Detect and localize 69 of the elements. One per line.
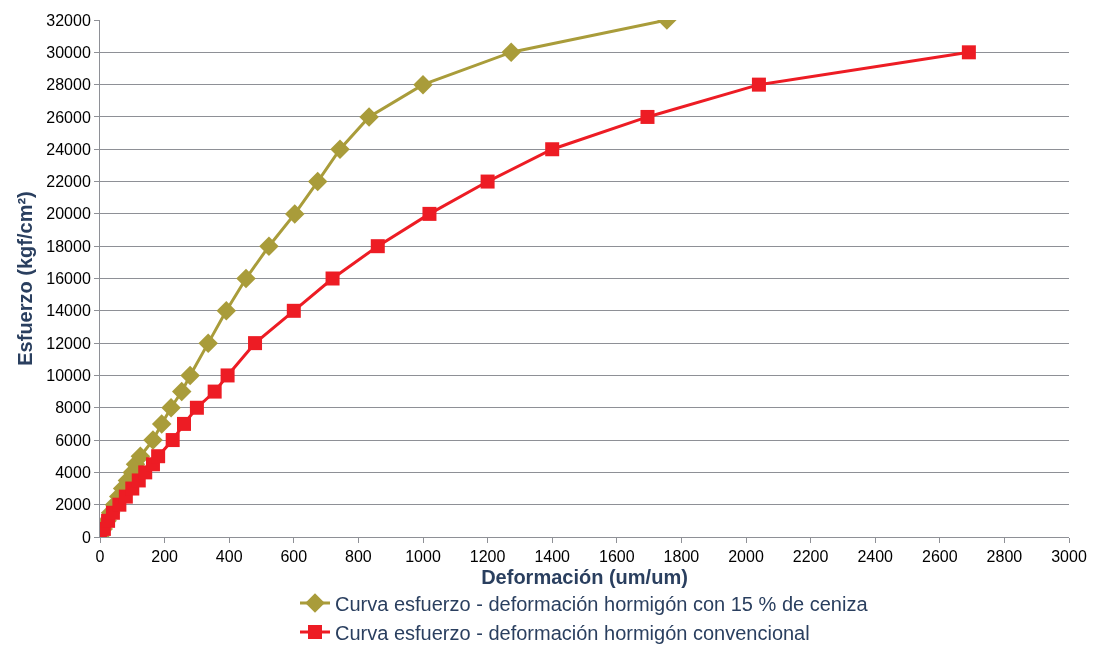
point (359, 107, 379, 127)
y-tick-label: 12000 (46, 334, 91, 352)
y-axis-title: Esfuerzo (kgf/cm²) (13, 191, 36, 366)
y-tick-label: 24000 (46, 140, 91, 158)
y-tick-label: 22000 (46, 173, 91, 191)
legend-label: Curva esfuerzo - deformación hormigón con 15 % de ceniza (335, 592, 869, 615)
point (325, 271, 340, 286)
point (130, 446, 151, 466)
point (220, 368, 235, 383)
x-tick-label: 400 (215, 548, 243, 566)
point (285, 204, 305, 224)
y-tick-label: 32000 (46, 11, 91, 29)
point (640, 109, 655, 124)
y-tick-label: 28000 (46, 76, 91, 94)
x-tick-label: 800 (345, 548, 372, 566)
point (236, 268, 256, 289)
x-tick-label: 1400 (534, 548, 571, 566)
x-tick-label: 2200 (792, 548, 829, 566)
point (207, 384, 222, 399)
y-tick-label: 6000 (55, 431, 91, 449)
point (165, 433, 180, 448)
x-tick-label: 2800 (986, 548, 1023, 566)
y-tick-label: 8000 (55, 399, 91, 417)
point (198, 333, 218, 353)
point (151, 414, 172, 434)
point (480, 174, 495, 189)
legend-label: Curva esfuerzo - deformación hormigón convencional (335, 621, 810, 644)
x-tick-label: 1600 (599, 548, 635, 566)
x-tick-label: 1000 (405, 548, 441, 566)
y-tick-label: 0 (81, 528, 91, 546)
point (501, 42, 521, 63)
point (422, 206, 437, 221)
point (330, 139, 350, 159)
x-tick-label: 600 (280, 548, 308, 566)
point (413, 74, 433, 95)
point (143, 430, 163, 450)
y-tick-label: 18000 (46, 237, 91, 255)
x-tick-label: 2400 (857, 548, 894, 566)
x-tick-label: 1200 (469, 548, 506, 566)
point (286, 303, 301, 318)
y-tick-label: 26000 (46, 108, 91, 126)
y-tick-label: 10000 (46, 367, 91, 385)
point (961, 45, 976, 60)
point (176, 416, 191, 431)
y-tick-label: 30000 (46, 43, 91, 61)
point (161, 398, 181, 418)
y-tick-label: 20000 (46, 205, 91, 223)
y-tick-label: 2000 (55, 496, 91, 514)
point (248, 336, 263, 351)
point (171, 381, 192, 402)
y-tick-label: 16000 (46, 270, 91, 288)
x-tick-label: 2600 (922, 548, 958, 566)
point (751, 77, 766, 92)
x-axis-title: Deformación (um/um) (481, 565, 688, 588)
x-tick-label: 0 (95, 548, 105, 566)
x-tick-label: 200 (151, 548, 179, 566)
y-tick-label: 4000 (55, 463, 91, 481)
y-tick-label: 14000 (46, 302, 91, 320)
x-tick-label: 3000 (1051, 548, 1087, 566)
point (259, 236, 279, 256)
point (307, 171, 328, 192)
x-tick-label: 2000 (728, 548, 764, 566)
point (189, 400, 204, 415)
point (151, 449, 166, 464)
point (180, 365, 200, 386)
point (216, 301, 237, 321)
point (370, 239, 385, 254)
x-tick-label: 1800 (663, 548, 700, 566)
point (545, 142, 560, 157)
